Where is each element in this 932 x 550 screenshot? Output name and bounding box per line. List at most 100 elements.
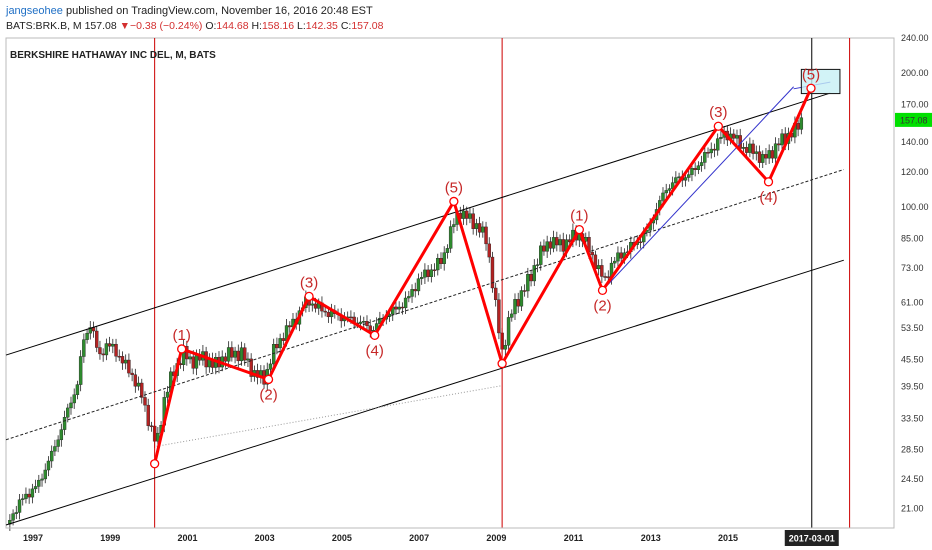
candle-body — [600, 265, 604, 277]
candle-body — [49, 450, 54, 462]
candle-body — [230, 347, 234, 358]
candle-body — [436, 258, 440, 271]
price-tick-label: 24.50 — [901, 474, 924, 484]
candle-body — [275, 344, 279, 349]
candle-body — [191, 356, 195, 369]
candle-body — [761, 154, 765, 163]
candle-body — [616, 252, 620, 262]
median-line — [5, 169, 844, 441]
price-tick-label: 140.00 — [901, 137, 929, 147]
candle-body — [506, 317, 511, 346]
candle-body — [326, 311, 331, 318]
price-tick-label: 200.00 — [901, 68, 929, 78]
candle-body — [497, 299, 501, 334]
candle-body — [426, 269, 430, 277]
price-tick-label: 45.50 — [901, 354, 924, 364]
candle-body — [545, 241, 549, 252]
publish-info: published on TradingView.com, November 1… — [65, 5, 373, 17]
candle-body — [400, 306, 405, 309]
candle-body — [410, 289, 414, 297]
candle-body — [715, 138, 720, 151]
wave-point — [497, 358, 507, 369]
candle-body — [465, 210, 469, 219]
candle-body — [754, 151, 758, 154]
price-axis[interactable]: 240.00 200.00 170.00 140.00 120.00 100.00 85.0… — [895, 33, 932, 514]
change-value: ▼−0.38 (−0.24%) — [119, 20, 203, 32]
trend-line — [602, 86, 794, 291]
candle-body — [613, 260, 617, 264]
candle-body — [133, 374, 138, 387]
time-tick-label: 2001 — [177, 533, 197, 543]
candle-body — [268, 363, 273, 370]
time-tick-label: 1997 — [23, 533, 43, 543]
candle-body — [461, 210, 466, 219]
candle-body — [590, 251, 594, 256]
price-tick-label: 85.00 — [901, 234, 924, 244]
price-tick-label: 61.00 — [901, 298, 924, 308]
candle-body — [75, 384, 80, 395]
candle-body — [432, 269, 437, 272]
candle-body — [98, 347, 102, 355]
price-tick-label: 100.00 — [901, 202, 929, 212]
candle-body — [606, 276, 610, 279]
wave-label: (3) — [300, 274, 318, 291]
candle-body — [796, 122, 800, 130]
candle-body — [683, 177, 688, 181]
candle-body — [114, 343, 118, 357]
wave-label: (4) — [366, 342, 384, 359]
candle-body — [719, 137, 723, 139]
wave-point — [149, 459, 160, 469]
candle-body — [706, 152, 710, 154]
candle-body — [323, 310, 327, 313]
candle-body — [767, 150, 771, 159]
candle-body — [310, 303, 314, 306]
candle-body — [535, 264, 540, 266]
candle-body — [43, 469, 47, 480]
wave-polyline — [153, 87, 813, 465]
close-value: 157.08 — [351, 20, 384, 32]
candle-body — [394, 306, 398, 310]
wave-point — [449, 196, 459, 207]
date-cursor-badge — [784, 530, 839, 546]
candle-body — [619, 252, 623, 259]
author-link[interactable]: jangseohee — [6, 5, 63, 17]
candle-body — [487, 243, 491, 258]
candle-body — [30, 488, 35, 498]
candle-body — [236, 350, 240, 362]
candle-body — [37, 479, 41, 487]
candle-body — [21, 498, 25, 500]
time-tick-label: 2011 — [564, 533, 584, 543]
candle-body — [696, 165, 701, 170]
candle-body — [24, 493, 28, 499]
candle-body — [452, 224, 456, 227]
time-tick-label: 2015 — [718, 533, 738, 543]
wave-point — [806, 83, 816, 93]
last-price-label: 157.08 — [900, 115, 928, 125]
candle-body — [661, 192, 665, 201]
candle-body — [448, 226, 453, 249]
candle-body — [33, 486, 38, 490]
candle-body — [561, 239, 565, 252]
candle-body — [687, 174, 691, 178]
candle-body — [40, 478, 44, 481]
candle-body — [14, 512, 18, 514]
candle-body — [416, 278, 421, 292]
candle-body — [249, 358, 253, 377]
candle-body — [703, 152, 707, 163]
time-tick-label: 2003 — [255, 533, 275, 543]
candle-body — [349, 316, 353, 319]
candle-body — [519, 290, 524, 307]
candle-body — [146, 404, 150, 426]
time-tick-label: 2013 — [641, 533, 661, 543]
time-tick-label: 1999 — [100, 533, 120, 543]
candle-body — [471, 213, 475, 229]
time-axis[interactable]: 1997 1999 2001 2003 2005 2007 2009 2011 2013 2015… — [6, 527, 894, 546]
open-label: O: — [205, 20, 217, 32]
wave-point — [763, 177, 774, 187]
wave-label: (5) — [445, 179, 463, 196]
candle-body — [664, 190, 668, 194]
price-tick-label: 170.00 — [901, 100, 929, 110]
wave-point — [304, 291, 314, 302]
open-value: 144.68 — [216, 20, 249, 32]
